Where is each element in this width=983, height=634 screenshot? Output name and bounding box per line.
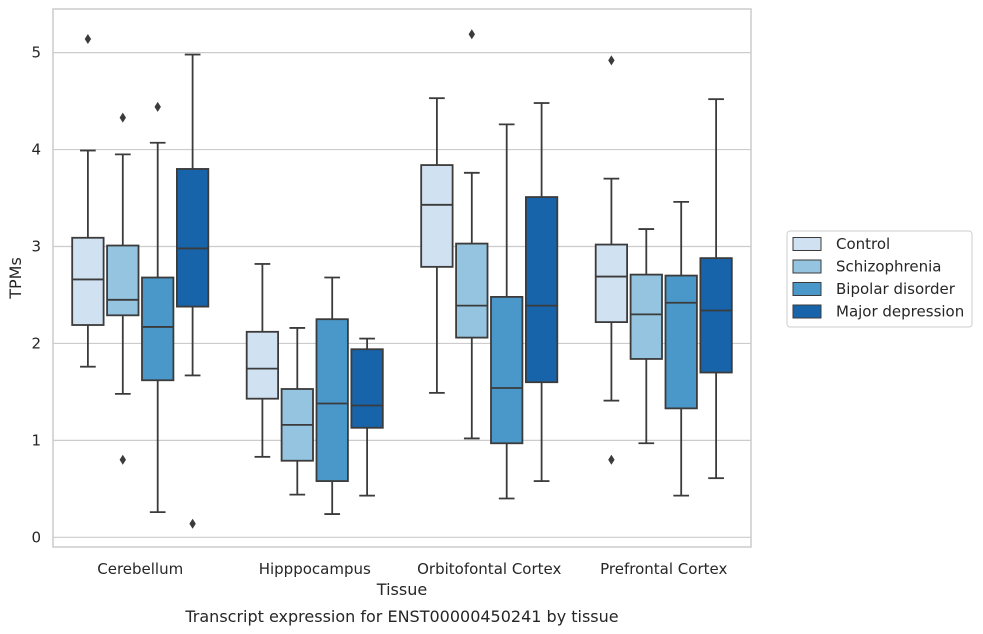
legend-label: Schizophrenia xyxy=(836,258,941,276)
x-tick-label: Orbitofontal Cortex xyxy=(417,560,561,578)
box-body xyxy=(141,276,175,382)
y-tick-label: 1 xyxy=(31,431,41,449)
outlier-point xyxy=(608,454,615,465)
y-tick-labels: 0 1 2 3 4 5 xyxy=(31,44,41,547)
box-major-depression xyxy=(524,102,559,482)
outlier-point xyxy=(84,34,92,45)
box-control xyxy=(71,34,105,368)
legend-swatch xyxy=(792,259,822,274)
box-body xyxy=(315,318,349,482)
box-major-depression xyxy=(699,98,733,480)
box-schizophrenia xyxy=(455,29,489,440)
box-body xyxy=(245,330,280,400)
box-bipolar-disorder xyxy=(490,123,524,500)
outlier-point xyxy=(468,29,475,40)
box-bipolar-disorder xyxy=(664,201,698,497)
y-tick-label: 0 xyxy=(31,528,41,546)
x-tick-label: Cerebellum xyxy=(97,560,183,578)
legend-swatch xyxy=(792,237,822,251)
boxes-layer xyxy=(71,29,733,529)
box-schizophrenia xyxy=(629,228,663,445)
box-major-depression xyxy=(175,53,210,529)
box-body xyxy=(350,348,384,429)
legend-swatch xyxy=(792,282,822,296)
y-tick-label: 3 xyxy=(31,237,41,255)
plot-frame xyxy=(52,8,752,548)
box-body xyxy=(699,257,733,374)
legend-label: Control xyxy=(836,235,890,253)
x-tick-labels: Cerebellum Hipppocampus Orbitofontal Corte… xyxy=(97,560,727,578)
box-major-depression xyxy=(350,337,384,497)
box-body xyxy=(524,196,559,384)
box-body xyxy=(175,168,210,308)
box-body xyxy=(106,244,140,317)
box-control xyxy=(594,55,629,465)
x-tick-label: Prefrontal Cortex xyxy=(600,560,727,578)
outlier-point xyxy=(119,454,126,465)
box-body xyxy=(420,164,454,268)
box-body xyxy=(629,273,663,360)
outlier-point xyxy=(608,55,615,66)
box-control xyxy=(420,97,454,394)
legend-swatch xyxy=(792,304,822,319)
box-body xyxy=(71,236,105,326)
chart-caption: Transcript expression for ENST0000045024… xyxy=(184,607,618,626)
box-schizophrenia xyxy=(280,327,314,496)
box-bipolar-disorder xyxy=(141,101,175,514)
outlier-point xyxy=(154,101,161,112)
y-axis-label: TPMs xyxy=(6,257,25,300)
legend-label: Major depression xyxy=(836,303,964,321)
y-tick-label: 5 xyxy=(31,44,41,62)
legend: Control Schizophrenia Bipolar disorder Majo… xyxy=(786,230,973,328)
legend-label: Bipolar disorder xyxy=(836,280,956,298)
x-tick-label: Hipppocampus xyxy=(259,560,371,578)
y-tick-label: 2 xyxy=(31,334,41,352)
box-schizophrenia xyxy=(106,112,140,465)
legend-frame xyxy=(786,230,973,328)
box-body xyxy=(455,242,489,339)
box-body xyxy=(664,274,698,410)
box-bipolar-disorder xyxy=(315,276,349,515)
box-control xyxy=(245,263,280,458)
x-axis-label: Tissue xyxy=(376,580,427,599)
outlier-point xyxy=(189,518,196,529)
box-body xyxy=(594,243,629,324)
outlier-point xyxy=(119,112,126,123)
y-tick-label: 4 xyxy=(31,141,41,159)
box-body xyxy=(490,296,524,445)
